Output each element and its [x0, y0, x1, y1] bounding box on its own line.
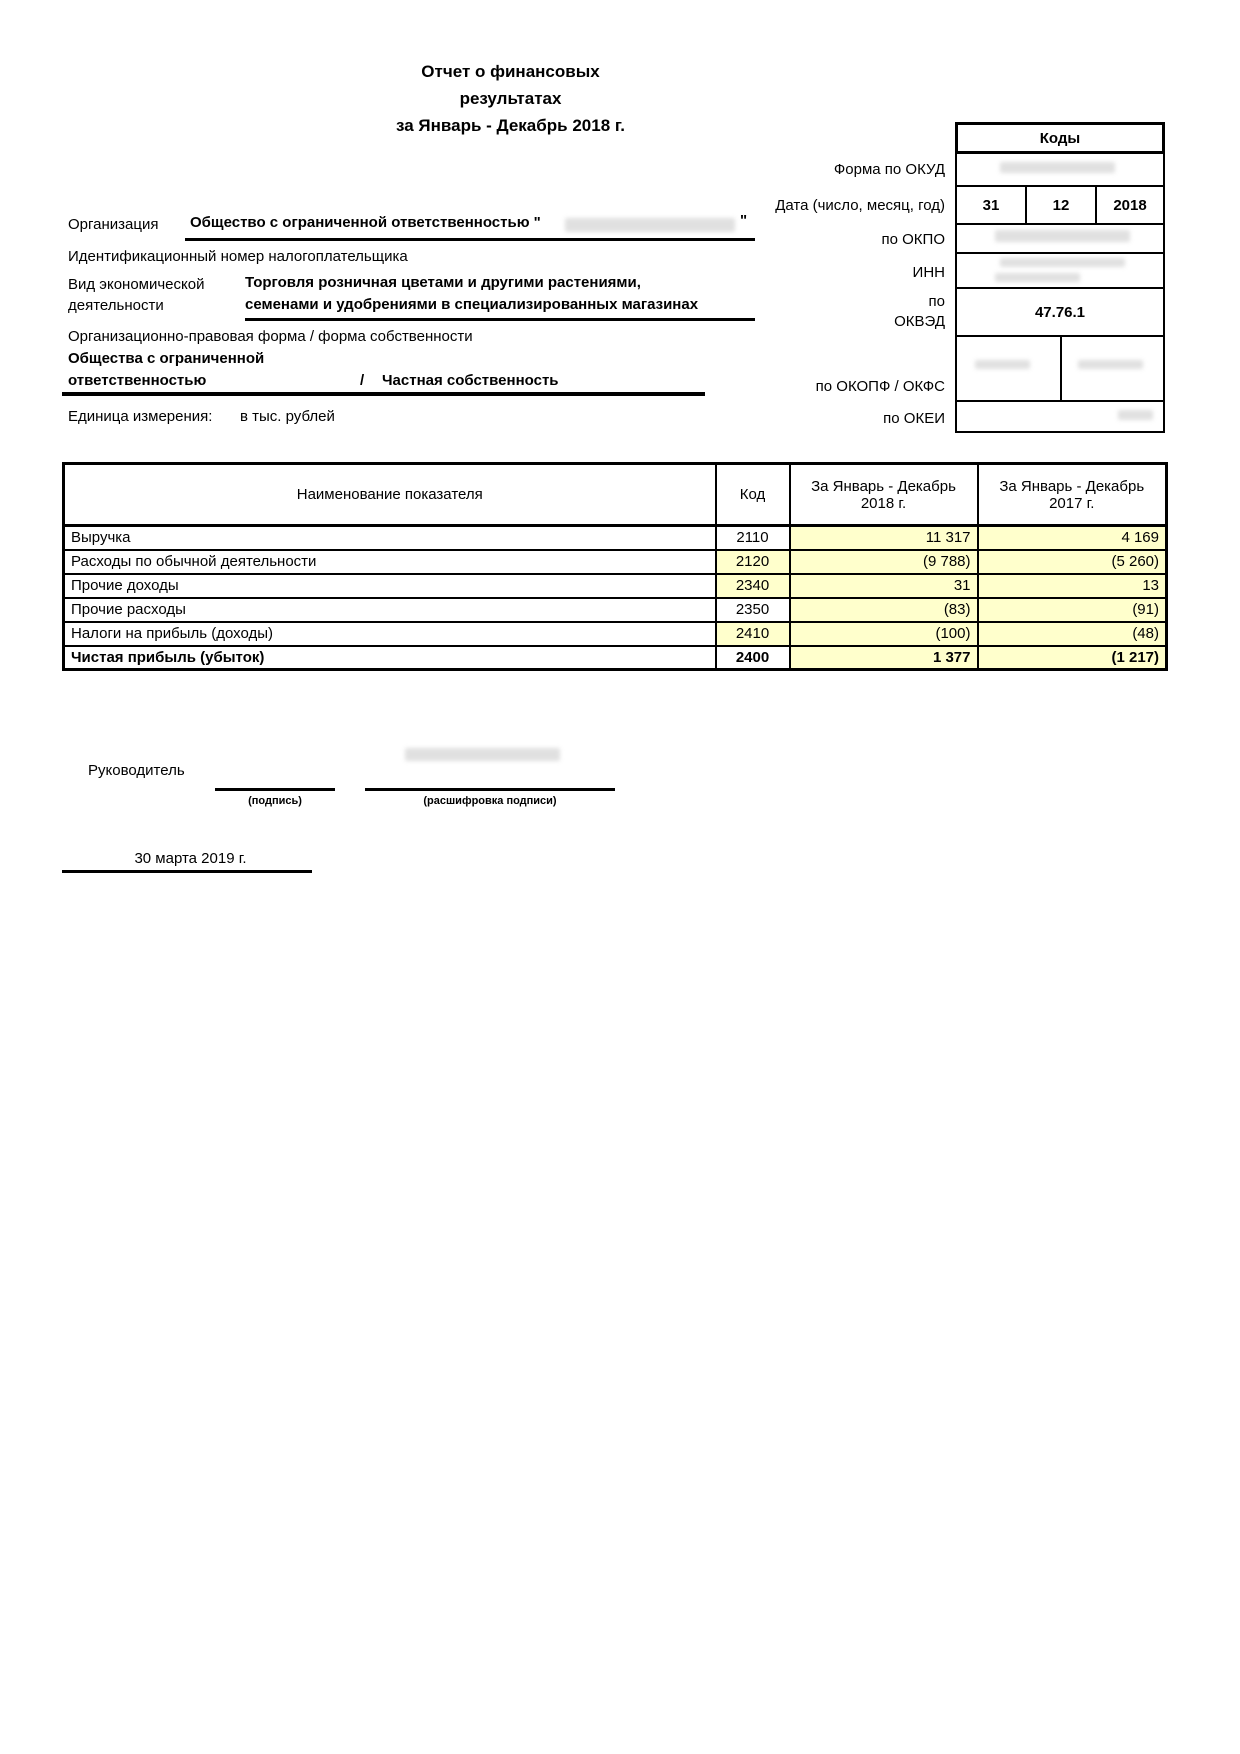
- row-name: Прочие расходы: [62, 596, 717, 623]
- unit-value: в тыс. рублей: [240, 408, 335, 425]
- table-row-taxes: Налоги на прибыль (доходы) 2410 (100) (4…: [62, 620, 1168, 647]
- unit-label: Единица измерения:: [68, 408, 213, 425]
- table-row-revenue: Выручка 2110 11 317 4 169: [62, 524, 1168, 551]
- date-underline: [62, 870, 312, 873]
- row-value-2018: 11 317: [788, 524, 979, 551]
- row-value-2018: (83): [788, 596, 979, 623]
- row-code: 2340: [714, 572, 791, 599]
- okved-label: по ОКВЭД: [894, 293, 945, 330]
- org-underline: [185, 238, 755, 241]
- row-value-2018: (100): [788, 620, 979, 647]
- date-year-cell: 2018: [1095, 185, 1165, 225]
- opf-value-line2: ответственностью: [68, 372, 207, 389]
- title-line-1: Отчет о финансовых: [421, 62, 600, 81]
- table-row-expenses: Расходы по обычной деятельности 2120 (9 …: [62, 548, 1168, 575]
- redacted-okopf-value: [975, 360, 1030, 369]
- row-value-2017: (48): [976, 620, 1168, 647]
- redacted-inn-value-2: [995, 273, 1080, 282]
- row-code: 2110: [714, 524, 791, 551]
- activity-value-line1: Торговля розничная цветами и другими рас…: [245, 274, 641, 291]
- signature-line: [215, 788, 335, 791]
- okved-value-cell: 47.76.1: [955, 287, 1165, 337]
- codes-header-cell: Коды: [955, 122, 1165, 154]
- row-value-2018: (9 788): [788, 548, 979, 575]
- ownership-value: Частная собственность: [382, 372, 559, 389]
- okei-label: по ОКЕИ: [883, 410, 945, 427]
- col-header-period-2018: За Январь - Декабрь 2018 г.: [788, 462, 979, 527]
- row-value-2017: 13: [976, 572, 1168, 599]
- date-day-cell: 31: [955, 185, 1027, 225]
- row-code: 2120: [714, 548, 791, 575]
- okpo-label: по ОКПО: [881, 231, 946, 248]
- signature-caption: (подпись): [248, 795, 302, 807]
- opf-label: Организационно-правовая форма / форма со…: [68, 328, 473, 345]
- redacted-okei-value: [1118, 410, 1153, 420]
- okpo-value-cell: [955, 223, 1165, 254]
- row-value-2017: 4 169: [976, 524, 1168, 551]
- row-value-2018: 31: [788, 572, 979, 599]
- col-header-name: Наименование показателя: [62, 462, 717, 527]
- date-label: Дата (число, месяц, год): [775, 197, 945, 214]
- row-value-2018: 1 377: [788, 644, 979, 671]
- financial-results-table: Наименование показателя Код За Январь - …: [62, 462, 1168, 671]
- okei-value-cell: [955, 400, 1165, 433]
- org-closing-quote: ": [740, 212, 748, 229]
- org-label: Организация: [68, 216, 159, 233]
- redacted-okud-value: [1000, 162, 1115, 173]
- signature-name-caption: (расшифровка подписи): [423, 795, 557, 807]
- row-name: Чистая прибыль (убыток): [62, 644, 717, 671]
- row-name: Прочие доходы: [62, 572, 717, 599]
- org-value: Общество с ограниченной ответственностью…: [190, 214, 541, 231]
- row-name: Выручка: [62, 524, 717, 551]
- table-header-row: Наименование показателя Код За Январь - …: [62, 462, 1168, 527]
- activity-label: Вид экономической деятельности: [68, 276, 205, 314]
- col-header-code: Код: [714, 462, 791, 527]
- row-name: Расходы по обычной деятельности: [62, 548, 717, 575]
- table-row-net-profit: Чистая прибыль (убыток) 2400 1 377 (1 21…: [62, 644, 1168, 671]
- okud-label: Форма по ОКУД: [833, 161, 945, 178]
- title-line-2: результатах: [459, 89, 562, 108]
- date-month-cell: 12: [1025, 185, 1097, 225]
- row-value-2017: (5 260): [976, 548, 1168, 575]
- redacted-inn-value: [1000, 258, 1125, 267]
- redacted-okfs-value: [1078, 360, 1143, 369]
- row-name: Налоги на прибыль (доходы): [62, 620, 717, 647]
- row-value-2017: (91): [976, 596, 1168, 623]
- row-code: 2410: [714, 620, 791, 647]
- redacted-okpo-value: [995, 230, 1130, 242]
- inn-code-label: ИНН: [912, 264, 945, 281]
- table-row-other-income: Прочие доходы 2340 31 13: [62, 572, 1168, 599]
- redacted-signature-name: [405, 748, 560, 761]
- row-code: 2350: [714, 596, 791, 623]
- title-line-3: за Январь - Декабрь 2018 г.: [396, 116, 625, 135]
- inn-row-label: Идентификационный номер налогоплательщик…: [68, 248, 408, 265]
- redacted-org-name: [565, 218, 735, 232]
- opf-value-line1: Общества с ограниченной: [68, 350, 265, 367]
- row-code: 2400: [714, 644, 791, 671]
- activity-underline: [245, 318, 755, 321]
- report-date: 30 марта 2019 г.: [134, 850, 247, 867]
- col-header-period-2017: За Январь - Декабрь 2017 г.: [976, 462, 1168, 527]
- row-value-2017: (1 217): [976, 644, 1168, 671]
- opf-underline: [62, 392, 705, 396]
- okopf-label: по ОКОПФ / ОКФС: [815, 378, 945, 395]
- activity-value-line2: семенами и удобрениями в специализирован…: [245, 296, 699, 313]
- report-title: Отчет о финансовых результатах за Январь…: [383, 58, 638, 139]
- head-label: Руководитель: [88, 762, 185, 779]
- signature-name-line: [365, 788, 615, 791]
- opf-slash: /: [360, 372, 365, 389]
- table-row-other-expenses: Прочие расходы 2350 (83) (91): [62, 596, 1168, 623]
